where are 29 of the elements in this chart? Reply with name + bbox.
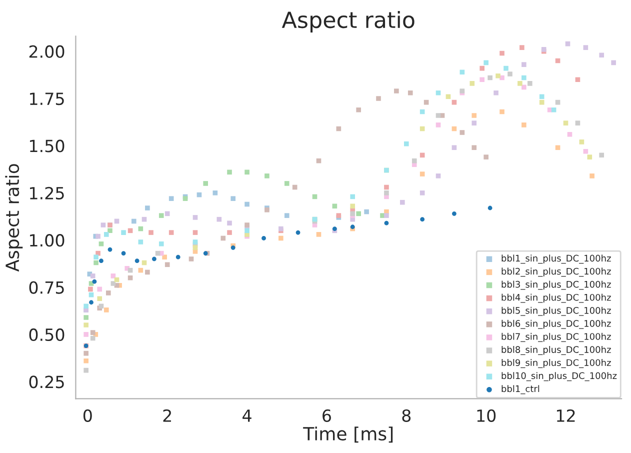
x-tick-label: 10 [477,409,496,422]
chart-title: Aspect ratio [282,11,414,33]
legend-label: bbl5_sin_plus_DC_100hz [502,306,611,316]
y-tick-label: 2.00 [29,45,64,58]
y-tick-label: 1.50 [30,140,64,152]
y-tick-label: 1.75 [30,92,64,106]
x-tick-label: 8 [402,409,411,422]
legend-label: bbl8_sin_plus_DC_100hz [502,346,611,355]
x-axis-title: Time [ms] [303,426,393,443]
y-tick-label: 0.50 [29,328,64,342]
y-tick-label: 0.75 [29,281,64,294]
legend-label: bbl1_ctrl [502,385,540,394]
x-tick-label: 6 [322,409,331,422]
legend-label: bbl2_sin_plus_DC_100hz [502,268,611,277]
legend-label: bbl10_sin_plus_DC_100hz [502,372,617,382]
x-tick-label: 4 [242,410,252,422]
legend-label: bbl3_sin_plus_DC_100hz [502,280,611,290]
y-tick-label: 1.25 [30,186,64,200]
y-tick-label: 1.00 [30,234,64,247]
legend-label: bbl6_sin_plus_DC_100hz [502,320,611,329]
x-tick-label: 2 [163,409,171,422]
y-tick-label: 0.25 [29,376,64,388]
legend-label: bbl9_sin_plus_DC_100hz [502,359,611,368]
legend-label: bbl1_sin_plus_DC_100hz [502,254,611,264]
legend-label: bbl4_sin_plus_DC_100hz [502,294,611,303]
x-tick-label: 12 [556,409,575,422]
x-tick-label: 0 [83,409,92,422]
y-axis-title: Aspect ratio [5,164,23,272]
legend-label: bbl7_sin_plus_DC_100hz [502,332,611,342]
